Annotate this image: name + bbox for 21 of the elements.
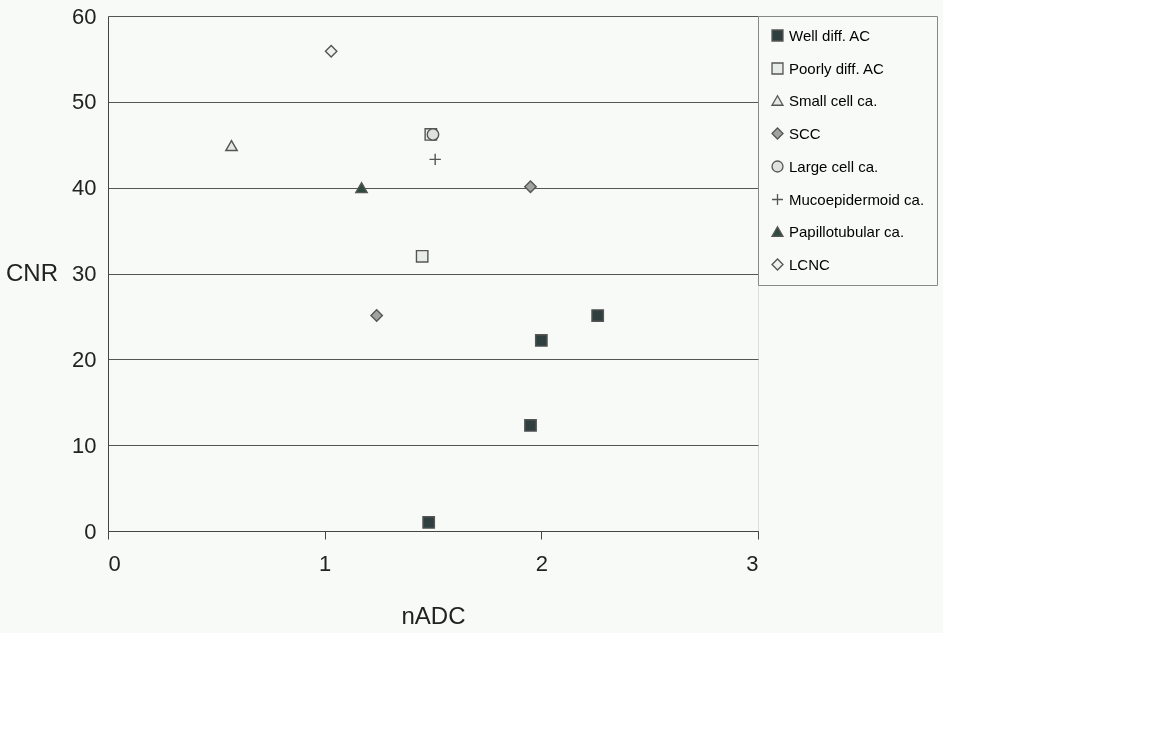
legend-label: Large cell ca.: [789, 157, 879, 175]
legend-label: Papillotubular ca.: [789, 222, 905, 240]
y-tick-label: 40: [72, 175, 97, 201]
x-tick-label: 3: [746, 550, 759, 576]
x-tick-label: 2: [535, 550, 548, 576]
legend-label: Small cell ca.: [789, 91, 878, 109]
y-axis-title: CNR: [6, 259, 59, 286]
y-tick-label: 30: [72, 261, 97, 286]
y-tick-label: 60: [72, 3, 97, 29]
x-tick-label: 0: [108, 550, 121, 576]
legend-label: Poorly diff. AC: [789, 59, 884, 77]
y-tick-label: 20: [72, 346, 97, 372]
x-axis-title: nADC: [401, 601, 466, 629]
legend-label: Mucoepidermoid ca.: [789, 190, 925, 208]
legend-label: SCC: [789, 124, 821, 142]
y-tick-label: 0: [84, 518, 97, 544]
x-tick-label: 1: [319, 550, 332, 576]
y-tick-label: 10: [72, 432, 97, 458]
legend-label: LCNC: [789, 255, 831, 273]
y-tick-label: 50: [72, 89, 97, 115]
legend-label: Well diff. AC: [789, 26, 871, 44]
